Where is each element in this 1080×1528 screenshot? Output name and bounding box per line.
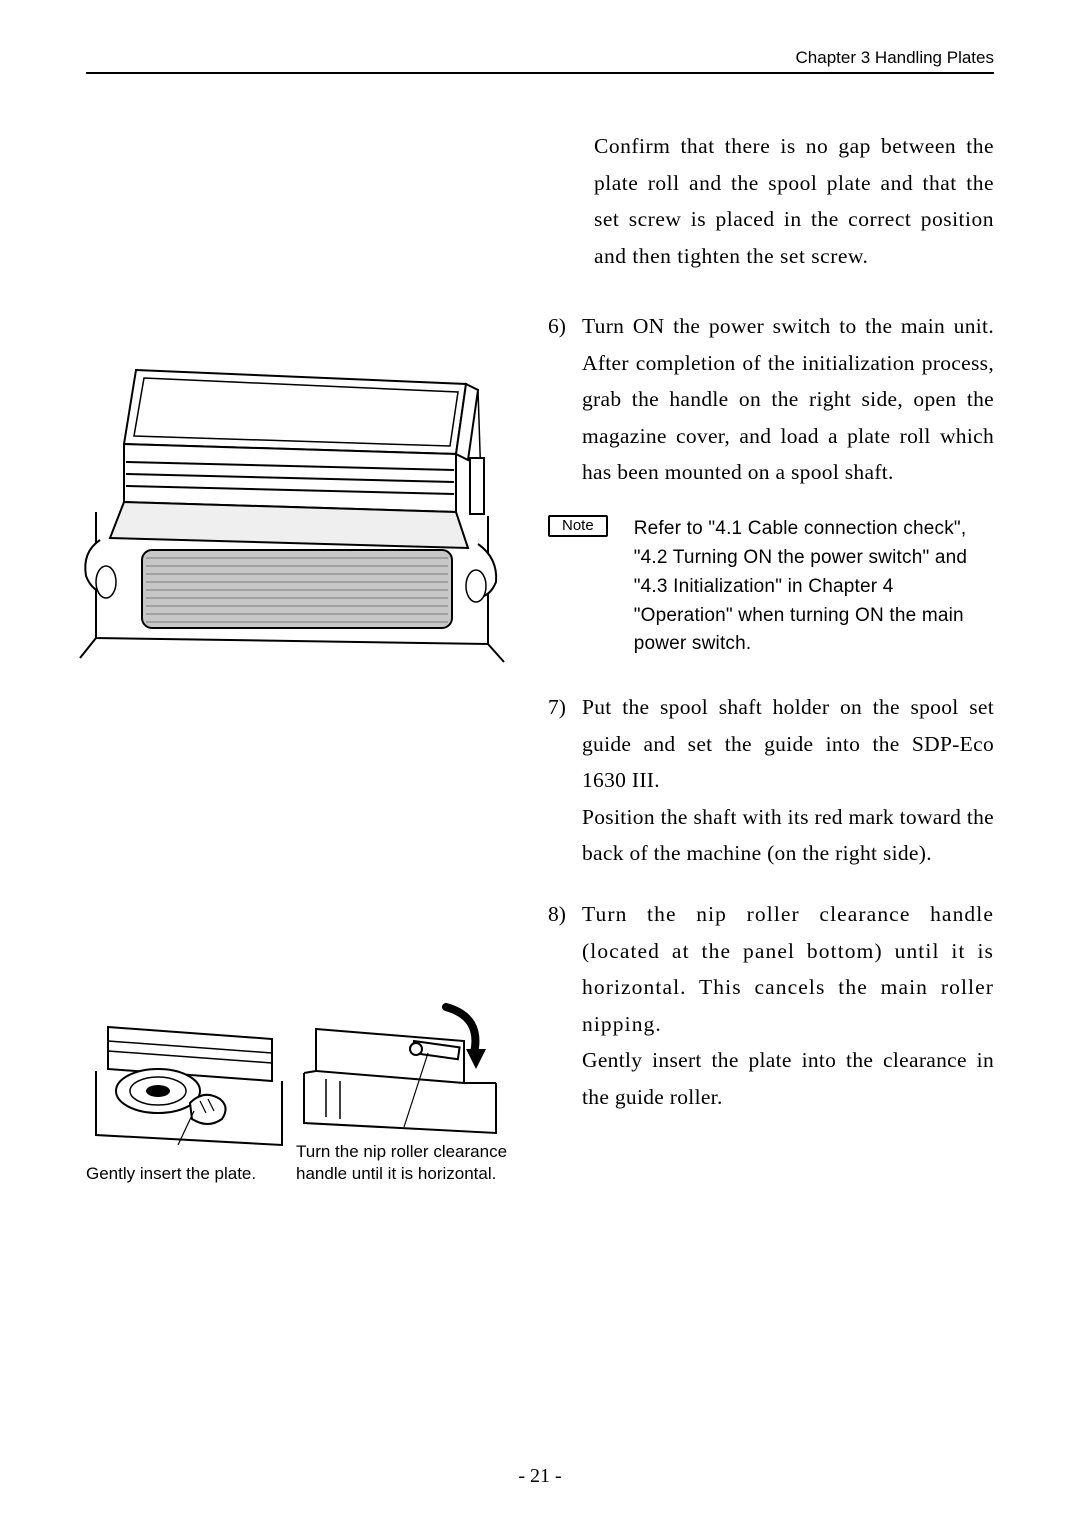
caption-insert-plate: Gently insert the plate.	[86, 1163, 286, 1185]
figure-row: Gently insert the plate.	[86, 997, 516, 1185]
step-8-body: Turn the nip roller clearance handle (lo…	[582, 896, 994, 1115]
step-6-number: 6)	[548, 308, 582, 491]
machine-illustration-icon	[66, 362, 516, 672]
figure-nip-roller: Turn the nip roller clearance handle unt…	[296, 997, 516, 1185]
figure-insert-plate: Gently insert the plate.	[86, 1017, 286, 1185]
nip-roller-icon	[296, 997, 506, 1147]
step-8-number: 8)	[548, 896, 582, 1115]
content-area: Gently insert the plate.	[86, 128, 994, 1185]
step-7-text-b: Position the shaft with its red mark tow…	[582, 799, 994, 872]
step-8-text-b: Gently insert the plate into the clearan…	[582, 1042, 994, 1115]
step-8: 8) Turn the nip roller clearance handle …	[548, 896, 994, 1115]
step-8-text-a: Turn the nip roller clearance handle (lo…	[582, 896, 994, 1042]
figure-magazine-cover	[66, 362, 516, 677]
page-number: - 21 -	[518, 1465, 561, 1487]
left-column: Gently insert the plate.	[86, 128, 516, 1185]
page-footer: - 21 -	[0, 1465, 1080, 1488]
step-7: 7) Put the spool shaft holder on the spo…	[548, 689, 994, 872]
chapter-label: Chapter 3 Handling Plates	[796, 48, 994, 67]
intro-paragraph: Confirm that there is no gap between the…	[548, 128, 994, 274]
note-text: Refer to "4.1 Cable connection check", "…	[634, 515, 994, 659]
note-block: Note Refer to "4.1 Cable connection chec…	[548, 515, 994, 659]
right-column: Confirm that there is no gap between the…	[548, 128, 994, 1185]
caption-nip-roller: Turn the nip roller clearance handle unt…	[296, 1141, 516, 1185]
step-6-body: Turn ON the power switch to the main uni…	[582, 308, 994, 491]
step-7-number: 7)	[548, 689, 582, 872]
step-6: 6) Turn ON the power switch to the main …	[548, 308, 994, 491]
step-7-text-a: Put the spool shaft holder on the spool …	[582, 689, 994, 799]
step-7-body: Put the spool shaft holder on the spool …	[582, 689, 994, 872]
page-header: Chapter 3 Handling Plates	[86, 48, 994, 74]
insert-plate-icon	[86, 1017, 286, 1157]
note-label: Note	[548, 515, 608, 537]
